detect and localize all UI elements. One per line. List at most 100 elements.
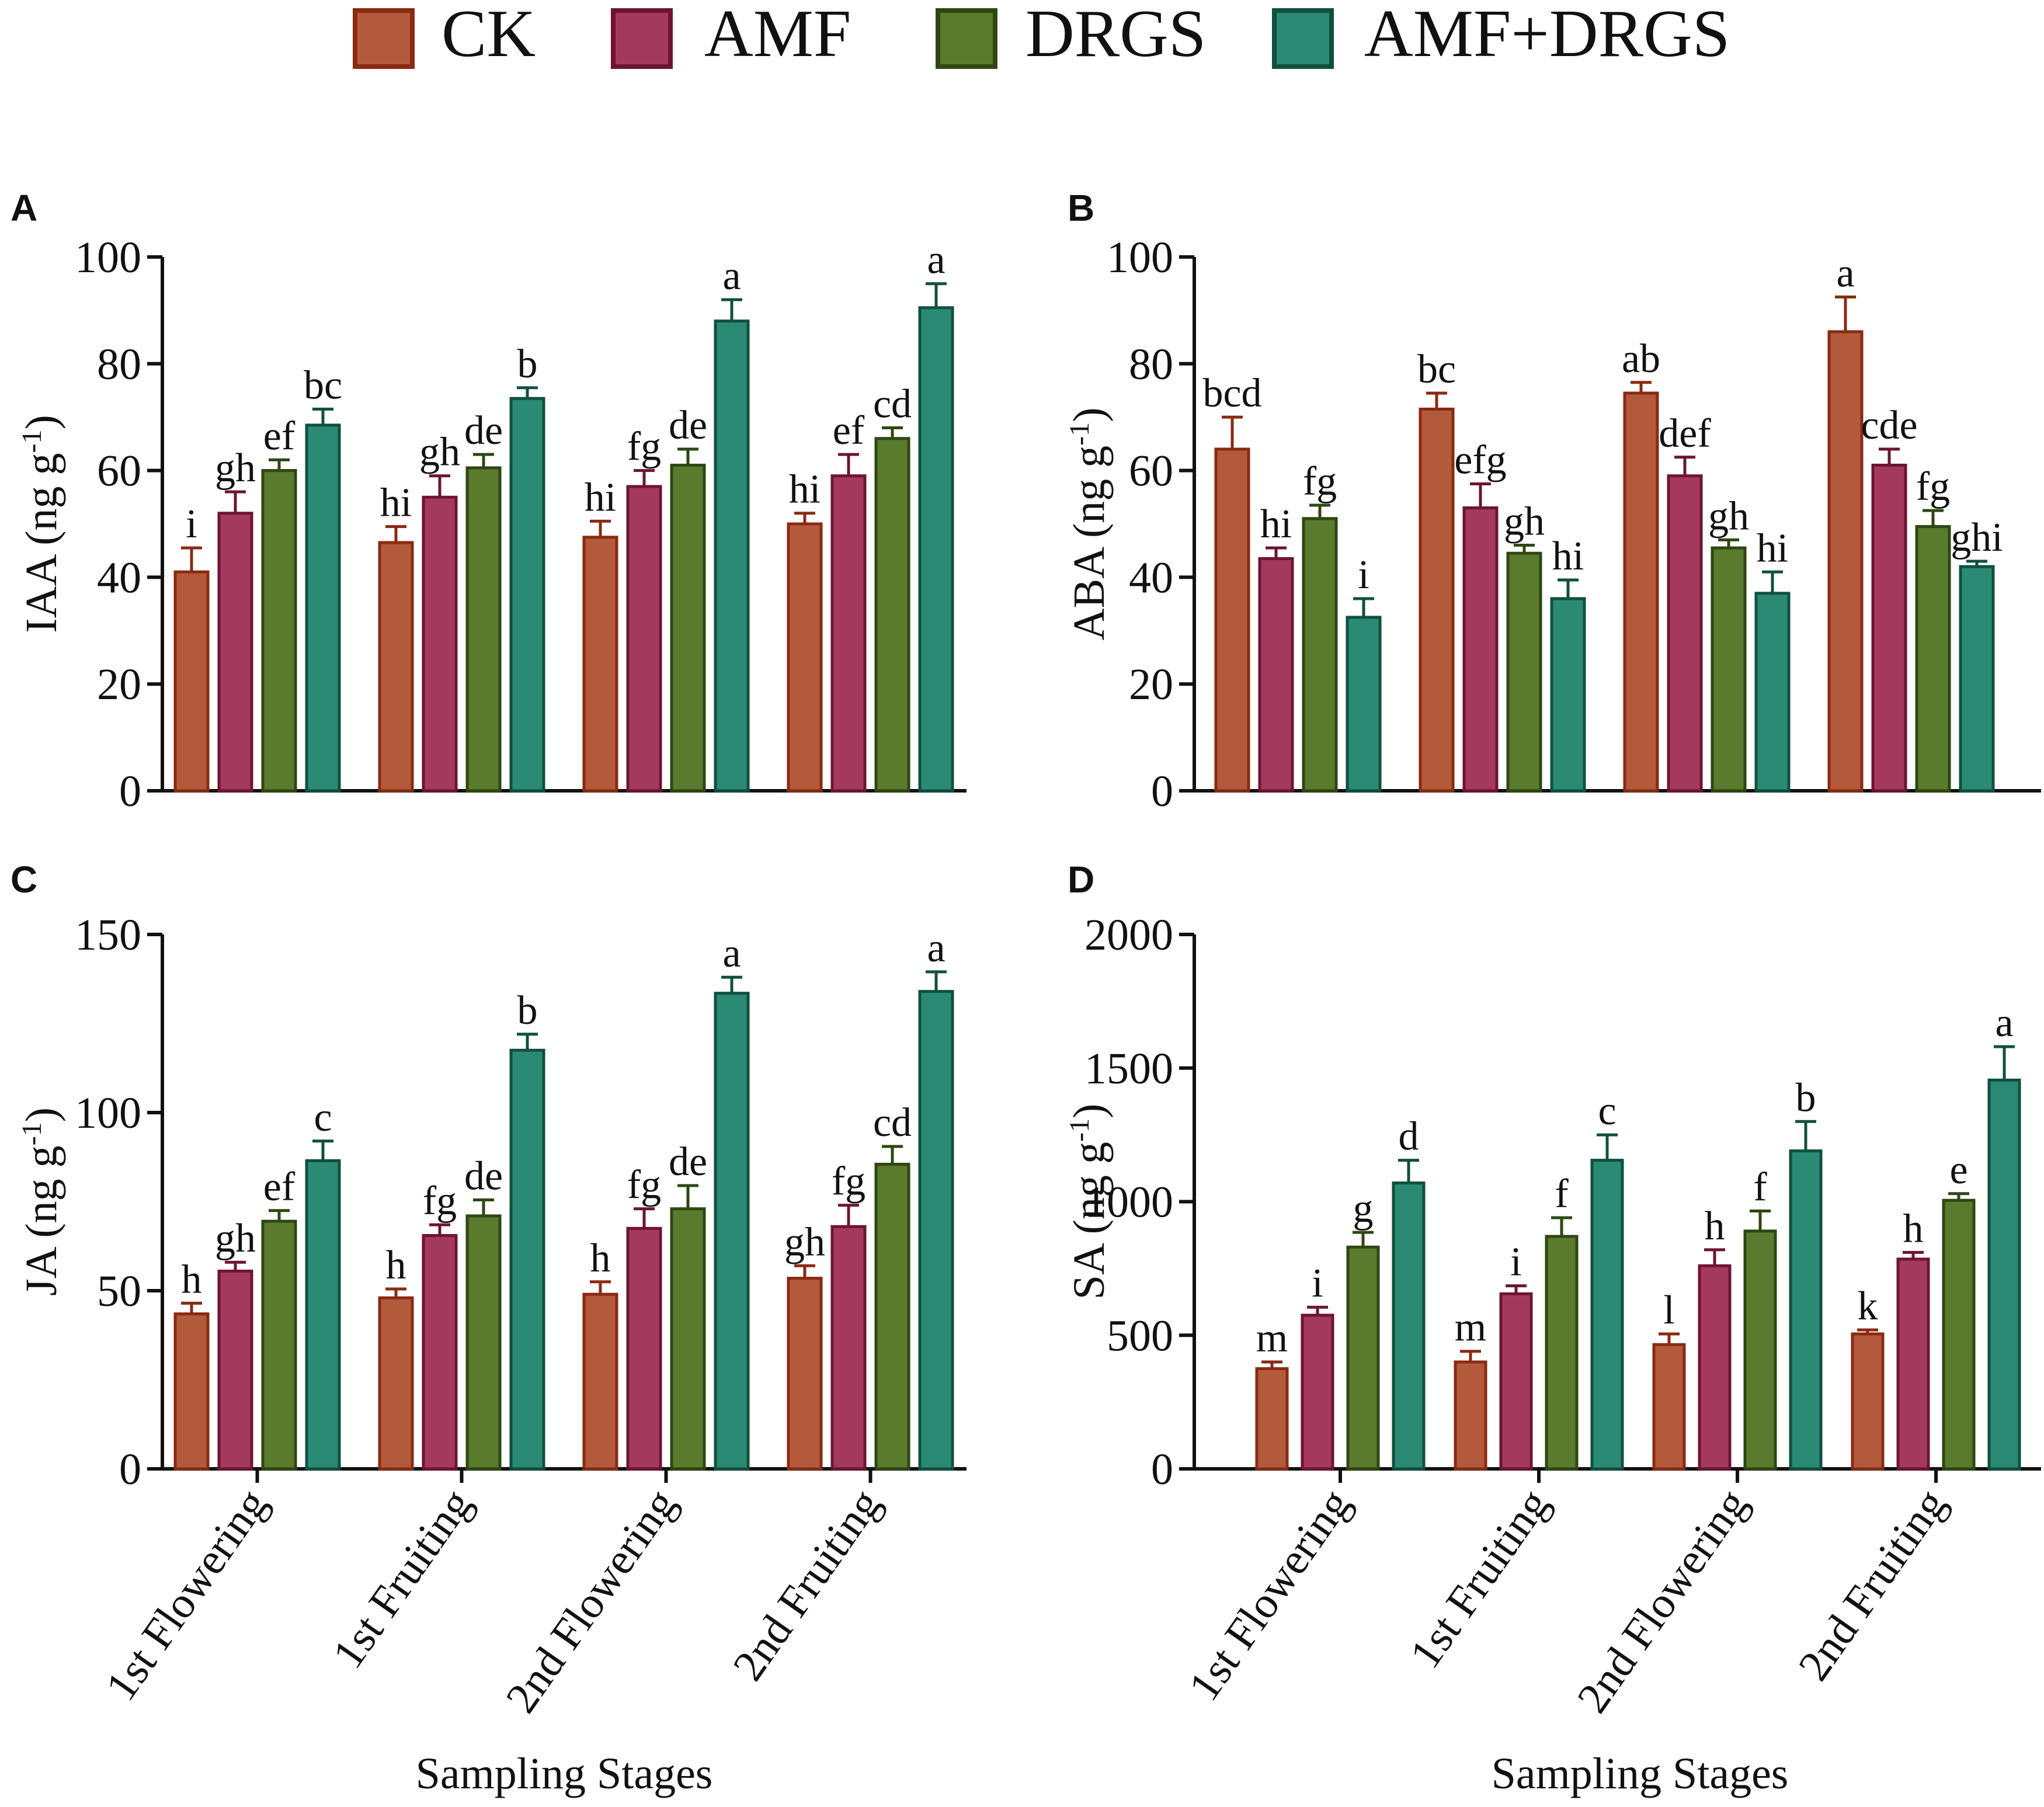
bar [787, 522, 823, 793]
significance-letter: bc [1417, 347, 1456, 392]
y-axis-title-close: ) [1065, 408, 1114, 422]
significance-letter: de [464, 408, 503, 453]
significance-letter: hi [585, 475, 616, 520]
significance-letter: i [1358, 552, 1369, 597]
bar [1698, 1264, 1732, 1471]
significance-letter: fg [627, 1163, 661, 1208]
y-axis-title: ABA (ng g-1) [1064, 408, 1114, 641]
bar [670, 1207, 706, 1471]
significance-letter: m [1256, 1316, 1288, 1361]
significance-letter: a [1995, 1000, 2013, 1045]
bar [1652, 1343, 1686, 1471]
y-axis-title-main: IAA (ng g [17, 453, 66, 633]
bar [1789, 1149, 1823, 1471]
bar [465, 1214, 502, 1471]
significance-letter: b [517, 988, 538, 1033]
bar [378, 1296, 414, 1471]
panel-letter: C [11, 859, 37, 901]
significance-letter: i [1312, 1261, 1323, 1306]
bar [1590, 1159, 1624, 1471]
y-tick-label: 60 [1129, 447, 1173, 496]
bar [422, 1233, 458, 1471]
y-tick-label: 0 [1151, 1445, 1173, 1494]
bar [261, 469, 297, 793]
bar [830, 474, 867, 793]
bar [1346, 616, 1382, 793]
legend-swatch-drgs [936, 8, 997, 69]
significance-letter: h [1903, 1206, 1924, 1251]
y-axis-title-close: ) [17, 415, 66, 429]
significance-letter: ef [263, 1165, 296, 1210]
x-tick-label: 1st Fruiting [1400, 1481, 1559, 1677]
bar [1419, 407, 1455, 793]
bar [305, 423, 341, 793]
significance-letter: f [1555, 1172, 1569, 1217]
bar [1302, 517, 1338, 793]
bar [874, 437, 910, 793]
significance-letter: gh [215, 446, 256, 491]
bar [1896, 1257, 1930, 1471]
y-axis-title-superscript: -1 [1064, 1118, 1095, 1142]
legend-label-amf: AMF [704, 0, 851, 71]
y-tick-label: 50 [97, 1267, 141, 1316]
significance-letter: g [1353, 1186, 1374, 1231]
bar [1743, 1229, 1777, 1471]
significance-letter: def [1659, 411, 1711, 456]
y-axis-title-close: ) [17, 1107, 66, 1122]
y-tick-label: 80 [1129, 340, 1173, 389]
significance-letter: c [1598, 1089, 1616, 1134]
bar [1711, 546, 1747, 793]
legend: CK AMF DRGS AMF+DRGS [353, 0, 1730, 71]
significance-letter: m [1455, 1305, 1486, 1350]
bar [1255, 1367, 1289, 1471]
y-axis-title-close: ) [1065, 1104, 1114, 1118]
y-tick-label: 100 [1107, 233, 1173, 282]
bar [582, 536, 618, 793]
x-tick-label: 2nd Fruiting [1789, 1481, 1956, 1690]
bar [1623, 391, 1659, 793]
bar [918, 306, 954, 793]
bar [173, 570, 210, 793]
bar [305, 1159, 341, 1471]
significance-letter: k [1858, 1284, 1878, 1329]
y-axis-title: IAA (ng g-1) [16, 415, 67, 633]
significance-letter: de [464, 1153, 503, 1198]
bar [1545, 1235, 1579, 1471]
y-axis-title: JA (ng g-1) [16, 1107, 67, 1296]
x-axis-title-right: Sampling Stages [1492, 1749, 1789, 1798]
y-tick-label: 1500 [1084, 1044, 1173, 1093]
bar [378, 541, 414, 793]
bar [582, 1292, 618, 1471]
bar [1915, 525, 1951, 793]
x-tick-label: 1st Fruiting [323, 1481, 481, 1677]
significance-letter: ef [833, 408, 865, 453]
significance-letter: a [927, 238, 945, 283]
bar [626, 1226, 662, 1471]
significance-letter: hi [1757, 526, 1788, 571]
x-tick-label: 1st Flowering [96, 1481, 277, 1709]
y-tick-label: 20 [1129, 660, 1173, 709]
y-tick-label: 0 [1151, 767, 1173, 816]
y-tick-label: 80 [97, 340, 141, 389]
bar [1827, 330, 1864, 793]
bar [1499, 1292, 1533, 1471]
bar [670, 463, 706, 793]
bar [1871, 463, 1907, 793]
bar [217, 512, 253, 793]
bar [1851, 1332, 1885, 1471]
legend-swatch-amf-drgs [1272, 8, 1334, 69]
significance-letter: gh [419, 430, 460, 475]
significance-letter: cde [1861, 403, 1917, 448]
significance-letter: fg [627, 425, 661, 470]
significance-letter: bc [304, 363, 342, 408]
bar [1754, 592, 1791, 793]
bar [217, 1269, 253, 1471]
significance-letter: de [669, 1139, 707, 1184]
significance-letter: hi [1552, 534, 1584, 579]
significance-letter: de [669, 403, 707, 448]
significance-letter: a [722, 253, 741, 298]
bar [714, 992, 750, 1471]
